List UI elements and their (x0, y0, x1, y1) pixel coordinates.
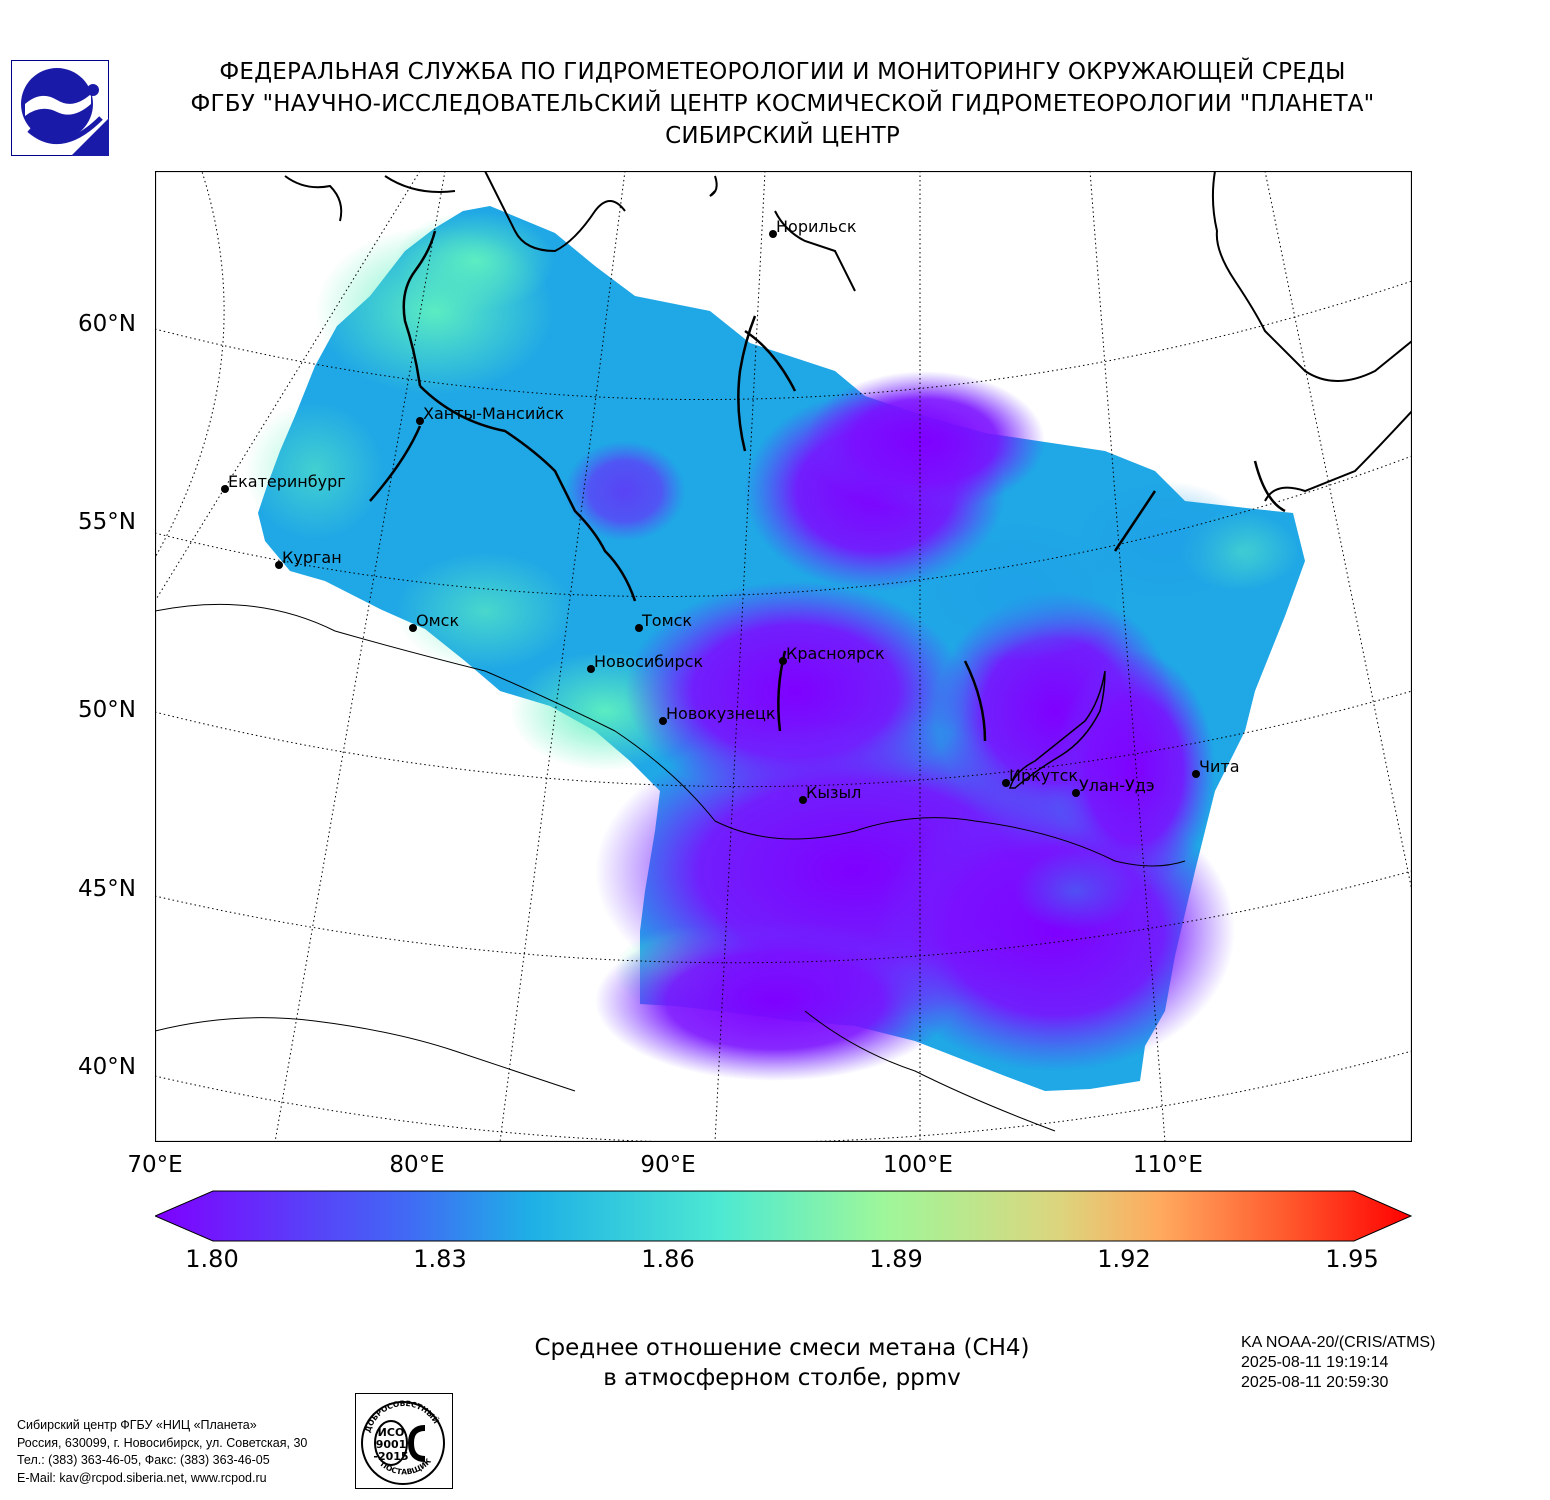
lat-label-55: 55°N (78, 509, 136, 535)
city-markers: Норильск Ханты-Мансийск Екатеринбург Кур… (221, 217, 1240, 804)
svg-text:Омск: Омск (416, 611, 459, 630)
parameter-title-line-1: Среднее отношение смеси метана (CH4) (534, 1335, 1030, 1361)
lat-label-60: 60°N (78, 311, 136, 337)
graticule (155, 171, 1412, 1142)
lat-label-45: 45°N (78, 876, 136, 902)
iso-certificate-badge: ДОБРОСОВЕСТНЫЙ ПОСТАВЩИК ИСО 9001 -2015 (355, 1393, 453, 1489)
colorbar-tick-5: 1.92 (1097, 1245, 1151, 1273)
city-novosibirsk: Новосибирск (587, 652, 703, 673)
iso-line-2: 9001 (376, 1438, 407, 1451)
city-kyzyl: Кызыл (799, 783, 861, 804)
colorbar-tick-6: 1.95 (1325, 1245, 1379, 1273)
footer-line-4: E-Mail: kav@rcpod.siberia.net, www.rcpod… (17, 1470, 267, 1485)
lat-label-40: 40°N (78, 1054, 136, 1080)
iso-line-3: -2015 (373, 1450, 408, 1463)
header-line-1: ФЕДЕРАЛЬНАЯ СЛУЖБА ПО ГИДРОМЕТЕОРОЛОГИИ … (219, 59, 1346, 85)
lon-label-90: 90°E (640, 1152, 696, 1178)
lon-label-70: 70°E (127, 1152, 183, 1178)
city-chita: Чита (1192, 757, 1240, 778)
header: ФЕДЕРАЛЬНАЯ СЛУЖБА ПО ГИДРОМЕТЕОРОЛОГИИ … (130, 56, 1435, 152)
city-irkutsk: Иркутск (1002, 766, 1078, 787)
city-ulan-ude: Улан-Удэ (1072, 776, 1155, 797)
svg-text:Кызыл: Кызыл (806, 783, 861, 802)
city-krasnoyarsk: Красноярск (779, 644, 885, 665)
planeta-logo-icon (11, 60, 109, 156)
svg-text:Новокузнецк: Новокузнецк (666, 704, 776, 723)
footer-contacts: Сибирский центр ФГБУ «НИЦ «Планета» Росс… (17, 1417, 307, 1487)
svg-text:Улан-Удэ: Улан-Удэ (1079, 776, 1155, 795)
time-start: 2025-08-11 19:19:14 (1241, 1354, 1389, 1371)
parameter-title: Среднее отношение смеси метана (CH4) в а… (432, 1333, 1132, 1393)
city-norilsk: Норильск (769, 217, 857, 238)
parameter-title-line-2: в атмосферном столбе, ppmv (603, 1365, 961, 1391)
lon-label-110: 110°E (1133, 1152, 1203, 1178)
svg-text:Норильск: Норильск (776, 217, 857, 236)
footer-line-1: Сибирский центр ФГБУ «НИЦ «Планета» (17, 1418, 257, 1432)
city-yekaterinburg: Екатеринбург (221, 472, 346, 493)
colorbar-tick-1: 1.80 (185, 1245, 239, 1273)
borders (155, 603, 1186, 1132)
satellite-name: KA NOAA-20/(CRIS/ATMS) (1241, 1334, 1436, 1351)
city-novokuznetsk: Новокузнецк (659, 704, 776, 725)
svg-text:Иркутск: Иркутск (1009, 766, 1078, 785)
svg-text:Ханты-Мансийск: Ханты-Мансийск (423, 404, 564, 423)
city-khanty-mansiysk: Ханты-Мансийск (416, 404, 564, 425)
colorbar (155, 1190, 1412, 1242)
methane-map: Норильск Ханты-Мансийск Екатеринбург Кур… (155, 171, 1412, 1142)
svg-text:Чита: Чита (1199, 757, 1240, 776)
svg-text:Красноярск: Красноярск (786, 644, 885, 663)
footer-line-3: Тел.: (383) 363-46-05, Факс: (383) 363-4… (17, 1453, 270, 1467)
colorbar-tick-3: 1.86 (641, 1245, 695, 1273)
colorbar-tick-4: 1.89 (869, 1245, 923, 1273)
svg-text:Курган: Курган (282, 548, 342, 567)
header-line-3: СИБИРСКИЙ ЦЕНТР (665, 123, 900, 149)
svg-text:Екатеринбург: Екатеринбург (228, 472, 346, 491)
svg-text:Новосибирск: Новосибирск (594, 652, 703, 671)
city-tomsk: Томск (635, 611, 692, 632)
satellite-info: KA NOAA-20/(CRIS/ATMS) 2025-08-11 19:19:… (1241, 1333, 1435, 1393)
time-end: 2025-08-11 20:59:30 (1241, 1374, 1389, 1391)
lon-label-100: 100°E (883, 1152, 953, 1178)
header-line-2: ФГБУ "НАУЧНО-ИССЛЕДОВАТЕЛЬСКИЙ ЦЕНТР КОС… (190, 91, 1375, 117)
lake-baikal (1008, 670, 1106, 789)
lon-label-80: 80°E (389, 1152, 445, 1178)
city-kurgan: Курган (275, 548, 342, 569)
colorbar-tick-2: 1.83 (413, 1245, 467, 1273)
svg-text:Томск: Томск (641, 611, 692, 630)
footer-line-2: Россия, 630099, г. Новосибирск, ул. Сове… (17, 1435, 308, 1450)
lat-label-50: 50°N (78, 697, 136, 723)
city-omsk: Омск (409, 611, 459, 632)
iso-line-1: ИСО (378, 1426, 405, 1439)
coastlines (284, 171, 1412, 502)
